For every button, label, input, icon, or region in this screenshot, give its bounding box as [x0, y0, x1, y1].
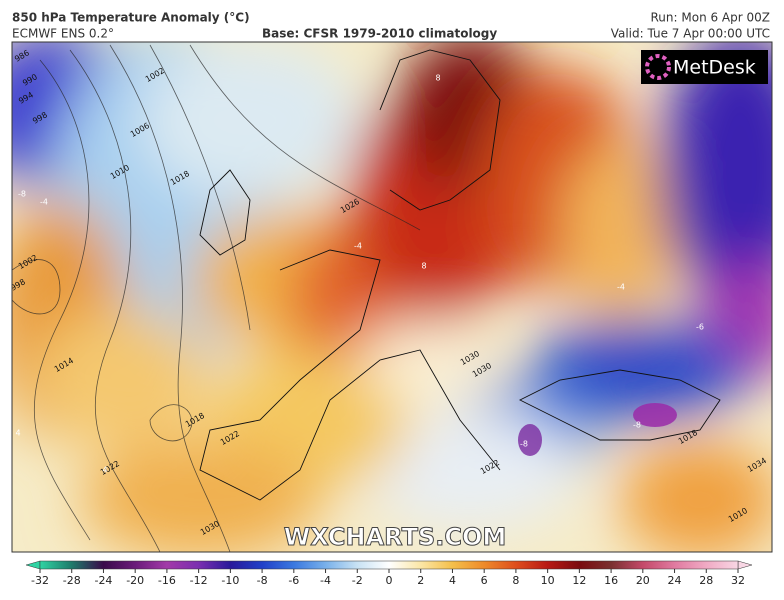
colorbar-tick-label: -4 [320, 574, 331, 587]
logo: MetDesk [673, 57, 756, 79]
model: ECMWF ENS 0.2° [12, 27, 114, 41]
colorbar-tick-label: 0 [386, 574, 393, 587]
colorbar-tick-label: -24 [94, 574, 112, 587]
title: 850 hPa Temperature Anomaly (°C) [12, 11, 250, 25]
colorbar-tick-label: 2 [417, 574, 424, 587]
logo-box [641, 50, 768, 84]
colorbar-arrow-right [737, 560, 753, 570]
anomaly-label: -4 [617, 283, 625, 292]
anomaly-label: -4 [40, 198, 48, 207]
colorbar-tick-label: -8 [257, 574, 268, 587]
colorbar-tick-label: -32 [31, 574, 49, 587]
colorbar-tick-label: -12 [190, 574, 208, 587]
anomaly-label: -4 [354, 242, 362, 251]
run: Run: Mon 6 Apr 00Z [651, 11, 771, 25]
colorbar-tick-label: 6 [481, 574, 488, 587]
colorbar-tick-label: 4 [449, 574, 456, 587]
colorbar-tick-label: -10 [221, 574, 239, 587]
map-frame [11, 41, 773, 553]
colorbar-tick-label: -20 [126, 574, 144, 587]
anomaly-label: -8 [520, 440, 528, 449]
colorbar-tick-label: 10 [541, 574, 555, 587]
anomaly-label: 4 [102, 466, 107, 475]
colorbar-tick-label: 28 [699, 574, 713, 587]
colorbar-tick-label: -2 [352, 574, 363, 587]
colorbar-tick-label: 24 [668, 574, 682, 587]
anomaly-label: 8 [435, 74, 440, 83]
logo-icon [645, 54, 671, 80]
valid: Valid: Tue 7 Apr 00:00 UTC [611, 27, 770, 41]
base: Base: CFSR 1979-2010 climatology [262, 27, 497, 41]
colorbar-bar [39, 560, 739, 570]
colorbar: -32 -28 -24 -20 -16 -12 -10 -8 -6 -4 -2 0 2 4 6 8 10 12 16… [25, 560, 753, 587]
colorbar-tick-label: 20 [636, 574, 650, 587]
colorbar-tick-label: 16 [604, 574, 618, 587]
colorbar-tick-label: 32 [731, 574, 745, 587]
anomaly-label: 8 [421, 262, 426, 271]
anomaly-label: -8 [18, 190, 26, 199]
anomaly-label: 4 [15, 429, 20, 438]
colorbar-arrow-left [25, 560, 41, 570]
anomaly-label: -6 [696, 323, 704, 332]
colorbar-tick-label: -6 [288, 574, 299, 587]
colorbar-tick-label: -16 [158, 574, 176, 587]
watermark: WXCHARTS.COM [284, 523, 506, 551]
anomaly-label: -8 [633, 421, 641, 430]
colorbar-tick-label: -28 [63, 574, 81, 587]
colorbar-tick-label: 8 [512, 574, 519, 587]
colorbar-tick-label: 12 [572, 574, 586, 587]
